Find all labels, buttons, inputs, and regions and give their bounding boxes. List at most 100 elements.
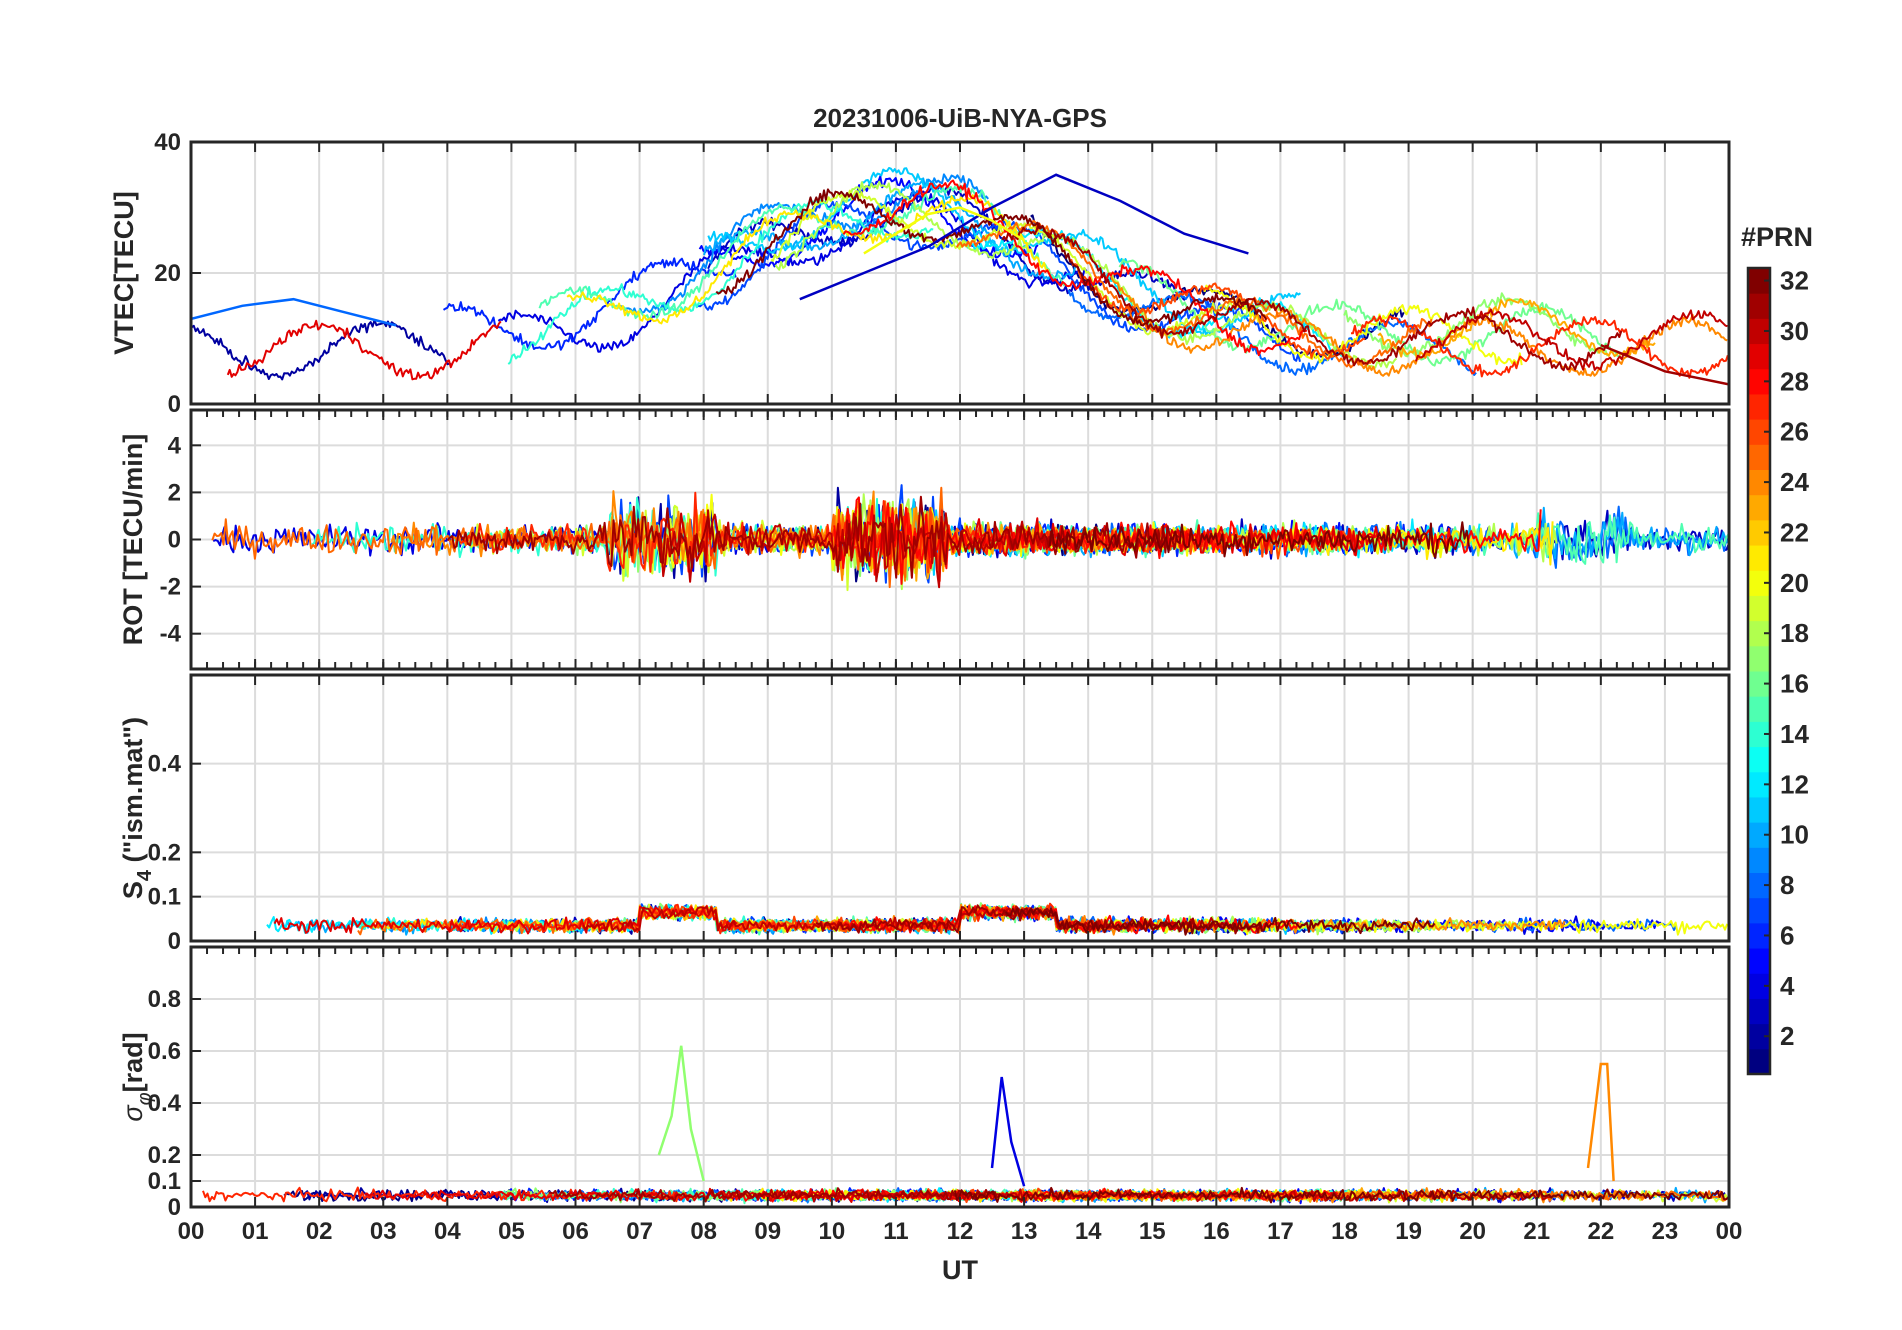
colorbar-segment (1748, 872, 1770, 899)
x-tick-label: 06 (562, 1218, 589, 1245)
prn-series-line (442, 257, 737, 351)
colorbar-segment (1748, 973, 1770, 999)
x-tick-label: 14 (1075, 1218, 1102, 1245)
colorbar-segment (1748, 645, 1770, 672)
colorbar-segment (1748, 1023, 1770, 1050)
y-tick-label: 0.2 (148, 839, 181, 866)
colorbar-segment (1748, 393, 1770, 420)
y-tick-label: 0 (168, 527, 181, 554)
x-tick-label: 11 (883, 1218, 908, 1245)
prn-series-line (1053, 913, 1729, 936)
colorbar-tick-label: 20 (1780, 568, 1809, 598)
colorbar-tick-label: 14 (1780, 719, 1809, 749)
prn-series-line (1001, 222, 1623, 372)
colorbar-segment (1748, 1048, 1770, 1075)
prn-series-line (1005, 907, 1436, 936)
x-tick-label: 02 (306, 1218, 333, 1245)
colorbar-segment (1748, 570, 1770, 596)
colorbar-segment (1748, 671, 1770, 697)
prn-series-line (191, 319, 452, 381)
colorbar-tick-label: 12 (1780, 769, 1809, 799)
series-line (799, 173, 1249, 301)
x-tick-label: 13 (1011, 1218, 1038, 1245)
x-tick-label: 08 (690, 1218, 717, 1245)
y-axis-label: ROT [TECU/min] (118, 434, 148, 645)
colorbar-segment (1748, 318, 1770, 345)
prn-series-line (566, 194, 1051, 325)
y-tick-label: 0.4 (148, 751, 182, 778)
colorbar-segment (1748, 771, 1770, 798)
y-tick-label: 4 (168, 432, 182, 459)
colorbar-segment (1748, 419, 1770, 445)
colorbar-tick-label: 32 (1780, 266, 1809, 296)
colorbar-segment (1748, 620, 1770, 647)
panel-4: 00.10.2 0.4 0.6 0.8 00 01 02 03 04 05 06 07 08 09 10 11… (118, 945, 1743, 1285)
colorbar-tick-label: 6 (1780, 920, 1794, 950)
prn-series-line (1203, 284, 1523, 366)
colorbar-tick-label: 8 (1780, 870, 1794, 900)
colorbar-segment (1748, 293, 1770, 319)
colorbar-segment (1748, 368, 1770, 395)
colorbar-segment (1748, 998, 1770, 1025)
prn-series-line (1351, 315, 1729, 379)
y-tick-label: 0.2 (148, 1142, 181, 1169)
prn-series-line (715, 188, 1268, 327)
colorbar-tick-label: 28 (1780, 366, 1809, 396)
prn-series-line (842, 179, 1308, 357)
x-tick-label: 15 (1139, 1218, 1166, 1245)
x-tick-label: 19 (1395, 1218, 1422, 1245)
panel-2: -4 -2 0 2 4 ROT [TECU/min] (118, 408, 1731, 671)
colorbar-tick-label: 2 (1780, 1021, 1794, 1051)
y-tick-label: 0 (168, 928, 181, 955)
x-tick-label: 01 (242, 1218, 269, 1245)
prn-series-line (774, 180, 1398, 369)
x-tick-label: 12 (947, 1218, 974, 1245)
x-tick-label: 20 (1459, 1218, 1486, 1245)
x-tick-label: 23 (1652, 1218, 1679, 1245)
prn-series-line (1414, 308, 1728, 371)
prn-series-line (953, 1186, 1729, 1204)
y-tick-label: -4 (160, 621, 182, 648)
series-line (191, 297, 397, 327)
colorbar-segment (1748, 469, 1770, 496)
x-tick-label: 22 (1587, 1218, 1614, 1245)
y-axis-label: S4 ("ism.mat") (118, 717, 156, 899)
x-tick-label: 05 (498, 1218, 525, 1245)
colorbar-tick-label: 4 (1780, 971, 1795, 1001)
colorbar-tick-label: 26 (1780, 417, 1809, 447)
x-tick-label: 16 (1203, 1218, 1230, 1245)
prn-series-line (364, 1187, 962, 1203)
colorbar-segment (1748, 545, 1770, 571)
y-tick-label: 0.8 (148, 986, 181, 1013)
prn-series-line (548, 1187, 999, 1203)
x-tick-label: 00 (1716, 1218, 1743, 1245)
colorbar-segment (1748, 822, 1770, 848)
y-tick-label: 40 (154, 129, 181, 156)
x-tick-label: 21 (1523, 1218, 1550, 1245)
colorbar-segment (1748, 519, 1770, 546)
series-line (1586, 1062, 1615, 1182)
x-tick-label: 09 (754, 1218, 781, 1245)
x-tick-label: 10 (818, 1218, 845, 1245)
series-group (191, 167, 1729, 386)
series-group (211, 484, 1729, 592)
chart-title: 20231006-UiB-NYA-GPS (813, 103, 1107, 133)
y-tick-label: 0 (168, 1194, 181, 1221)
colorbar-tick-label: 30 (1780, 316, 1809, 346)
x-tick-label: 18 (1331, 1218, 1358, 1245)
colorbar-segment (1748, 847, 1770, 873)
x-tick-label: 00 (178, 1218, 205, 1245)
y-tick-label: 0.6 (148, 1038, 181, 1065)
colorbar-segment (1748, 746, 1770, 773)
colorbar-segment (1748, 721, 1770, 748)
prn-series-line (703, 177, 1078, 281)
y-tick-label: -2 (160, 574, 181, 601)
colorbar-segment (1748, 268, 1770, 294)
y-axis-label: σφ[rad] (118, 1032, 156, 1121)
series-group (266, 902, 1729, 936)
x-tick-label: 17 (1267, 1218, 1294, 1245)
panel-3: 0 0.1 0.2 0.4S4 ("ism.mat") (118, 673, 1731, 955)
series-line (990, 1076, 1026, 1187)
